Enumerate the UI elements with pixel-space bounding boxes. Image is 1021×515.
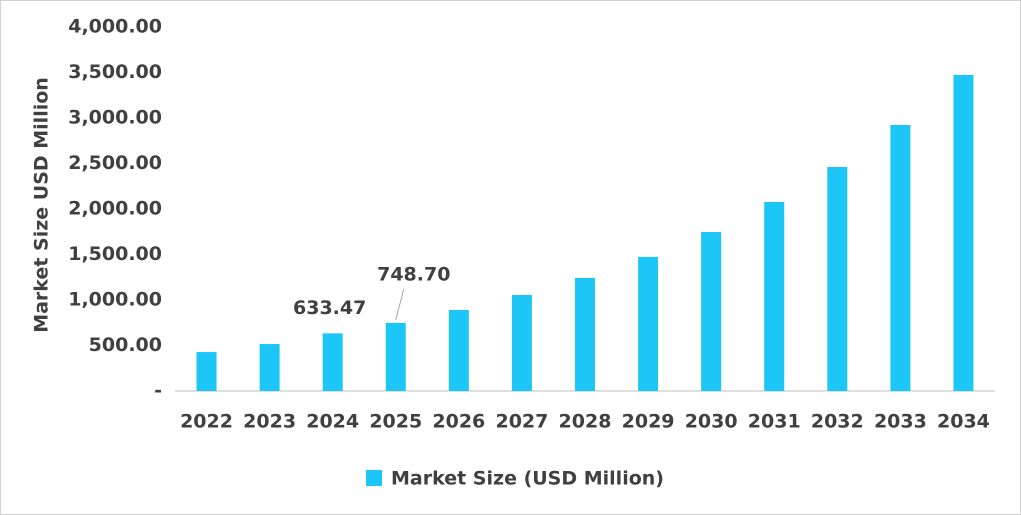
leader-line bbox=[395, 288, 405, 320]
x-tick-label: 2026 bbox=[432, 411, 485, 433]
x-tick-label: 2024 bbox=[306, 411, 359, 433]
x-tick-label: 2032 bbox=[811, 411, 864, 433]
x-tick-label: 2029 bbox=[622, 411, 675, 433]
y-tick-label: 1,500.00 bbox=[68, 243, 162, 265]
y-tick-label: 1,000.00 bbox=[68, 289, 162, 311]
x-tick-label: 2034 bbox=[937, 411, 990, 433]
legend-label: Market Size (USD Million) bbox=[391, 468, 664, 490]
bar bbox=[953, 74, 974, 391]
bar bbox=[764, 201, 785, 391]
bar bbox=[827, 166, 848, 391]
data-label: 633.47 bbox=[293, 297, 366, 319]
x-tick-label: 2025 bbox=[369, 411, 422, 433]
y-tick-label: 500.00 bbox=[89, 334, 162, 356]
bar bbox=[701, 232, 722, 391]
y-tick-label: 2,000.00 bbox=[68, 198, 162, 220]
bar bbox=[196, 352, 217, 391]
bar bbox=[890, 125, 911, 391]
y-tick-label: 2,500.00 bbox=[68, 152, 162, 174]
data-label: 748.70 bbox=[377, 263, 450, 285]
y-axis-title: Market Size USD Million bbox=[31, 77, 53, 333]
x-tick-label: 2028 bbox=[559, 411, 612, 433]
y-tick-label: 3,500.00 bbox=[68, 61, 162, 83]
bar bbox=[448, 310, 469, 391]
y-tick-label: 3,000.00 bbox=[68, 107, 162, 129]
y-tick-label: - bbox=[154, 380, 162, 402]
x-tick-label: 2030 bbox=[685, 411, 738, 433]
x-tick-label: 2023 bbox=[243, 411, 296, 433]
bar bbox=[511, 294, 532, 391]
bar bbox=[638, 256, 659, 391]
y-tick-label: 4,000.00 bbox=[68, 16, 162, 38]
bar bbox=[259, 344, 280, 391]
bar bbox=[322, 333, 343, 391]
bar bbox=[385, 322, 406, 391]
x-tick-label: 2022 bbox=[180, 411, 233, 433]
bar bbox=[575, 277, 595, 391]
x-tick-label: 2031 bbox=[748, 411, 801, 433]
x-tick-label: 2033 bbox=[874, 411, 927, 433]
x-tick-label: 2027 bbox=[495, 411, 548, 433]
legend-swatch bbox=[366, 470, 382, 486]
